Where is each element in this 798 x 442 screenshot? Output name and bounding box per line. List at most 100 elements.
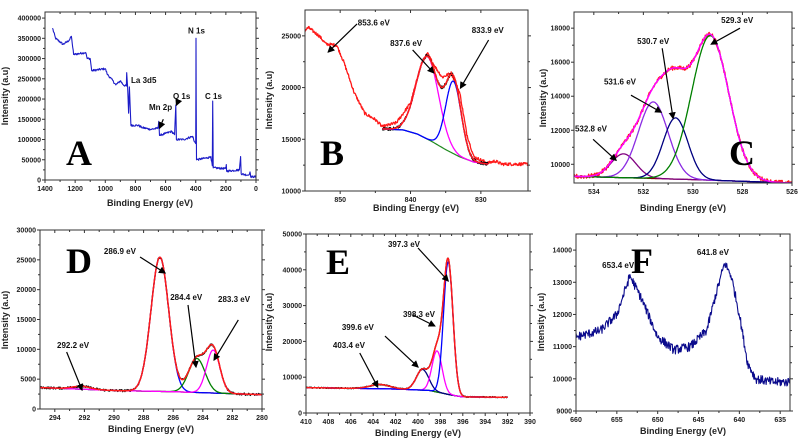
y-tick-label: 30000	[17, 228, 37, 235]
y-axis-label: Intensity (a.u)	[264, 293, 274, 352]
y-tick-label: 20000	[283, 339, 303, 346]
x-tick-label: 398	[435, 419, 447, 426]
x-tick-label: 850	[334, 197, 346, 204]
panel-E: 410 408 406 404 402 400 398 396 394 392 390 0 10000 2…	[264, 232, 536, 439]
peak-label: 284.4 eV	[170, 293, 203, 302]
y-tick-label: 11000	[553, 344, 572, 351]
peak-label: 530.7 eV	[637, 37, 670, 46]
x-tick-label: 1000	[97, 186, 113, 193]
x-tick-label: 292	[79, 415, 91, 422]
peak-label: Mn 2p	[149, 103, 172, 112]
data-series	[576, 262, 790, 387]
component-peak-529.3	[574, 34, 792, 183]
x-tick-label: 840	[405, 197, 417, 204]
annotation-arrow	[158, 119, 166, 130]
peak-label: 853.6 eV	[358, 19, 391, 28]
axis-ticks: 660 655 650 645 640 635 9000 10000 11000 12000 130…	[553, 234, 793, 424]
peak-label: 837.6 eV	[390, 39, 423, 48]
peak-label: 833.9 eV	[472, 26, 505, 35]
x-tick-label: 288	[138, 415, 150, 422]
y-tick-label: 25000	[282, 33, 302, 40]
panel-letter: C	[729, 133, 755, 173]
plot-area	[306, 257, 508, 399]
peak-label: 641.8 eV	[697, 248, 730, 257]
y-tick-label: 350000	[18, 36, 41, 43]
x-tick-label: 400	[412, 419, 424, 426]
envelope-fit	[574, 33, 792, 183]
y-axis-label: Intensity (a.u)	[538, 69, 548, 128]
y-tick-label: 10000	[553, 376, 573, 383]
plot-frame	[573, 11, 793, 184]
x-axis-label: Binding Energy (eV)	[640, 426, 726, 436]
y-tick-label: 18000	[551, 26, 571, 33]
y-tick-label: 0	[32, 407, 36, 414]
x-tick-label: 406	[345, 419, 357, 426]
annotation-arrow	[66, 351, 84, 392]
x-tick-label: 294	[49, 415, 61, 422]
x-tick-label: 530	[687, 189, 699, 196]
x-tick-label: 290	[108, 415, 120, 422]
peak-label: 531.6 eV	[604, 77, 637, 86]
x-tick-label: 1400	[37, 186, 53, 193]
x-tick-label: 402	[390, 419, 402, 426]
data-series	[51, 27, 256, 179]
y-tick-label: 20000	[282, 85, 302, 92]
annotation-arrow	[384, 335, 419, 368]
panel-C: 534 532 530 528 526 10000 12000 14000 16000 18000…	[538, 11, 798, 213]
component-peak-531.6	[574, 101, 792, 183]
axis-ticks: 1400 1200 1000 800 600 400 200 0 0 50000 100000 150…	[18, 12, 259, 193]
peak-label: 529.3 eV	[721, 16, 754, 25]
x-tick-label: 396	[457, 419, 469, 426]
x-tick-label: 410	[300, 419, 312, 426]
panel-A: 1400 1200 1000 800 600 400 200 0 0 50000 100000 150…	[0, 11, 259, 208]
x-tick-label: 640	[734, 417, 746, 424]
x-tick-label: 800	[130, 186, 142, 193]
component-peak-397.3	[306, 261, 508, 398]
panel-letter: A	[66, 133, 92, 173]
x-axis-label: Binding Energy (eV)	[375, 428, 461, 438]
x-tick-label: 282	[227, 415, 239, 422]
x-tick-label: 650	[652, 417, 664, 424]
envelope-fit	[306, 257, 508, 398]
axis-ticks: 534 532 530 528 526 10000 12000 14000 16000 18000	[551, 12, 798, 196]
plot-area	[576, 262, 790, 387]
x-axis-label: Binding Energy (eV)	[373, 203, 459, 213]
x-tick-label: 528	[737, 189, 749, 196]
y-tick-label: 20000	[17, 287, 37, 294]
y-axis-label: Intensity (a.u)	[264, 71, 274, 130]
panel-F: 660 655 650 645 640 635 9000 10000 11000 12000 130…	[536, 233, 793, 436]
axis-ticks: 410 408 406 404 402 400 398 396 394 392 390 0 10000 2…	[283, 232, 536, 427]
y-tick-label: 50000	[283, 232, 303, 239]
y-tick-label: 12000	[553, 312, 573, 319]
x-tick-label: 660	[570, 417, 582, 424]
x-tick-label: 404	[367, 419, 379, 426]
annotation-arrow	[175, 98, 183, 107]
peak-label: 397.3 eV	[388, 240, 421, 249]
y-tick-label: 14000	[553, 248, 573, 255]
annotation-arrow	[412, 314, 436, 327]
envelope-fit	[381, 55, 489, 165]
y-tick-label: 10000	[17, 347, 37, 354]
peak-label: 403.4 eV	[333, 341, 366, 350]
annotation-arrow	[710, 27, 741, 45]
y-tick-label: 0	[298, 411, 302, 418]
panel-letter: B	[320, 133, 344, 173]
x-tick-label: 394	[479, 419, 491, 426]
annotation-arrow	[630, 94, 663, 113]
x-tick-label: 286	[167, 415, 179, 422]
plot-area	[305, 25, 528, 167]
plot-frame	[304, 9, 529, 192]
x-tick-label: 532	[638, 189, 650, 196]
y-axis-label: Intensity (a.u)	[0, 67, 10, 126]
x-tick-label: 280	[256, 415, 268, 422]
y-tick-label: 0	[37, 178, 41, 185]
x-tick-label: 0	[254, 186, 258, 193]
axis-ticks: 294 292 290 288 286 284 282 280 0 5000 10000 15000 2…	[17, 228, 268, 423]
x-tick-label: 200	[220, 186, 232, 193]
y-axis-label: Intensity (a.u)	[0, 291, 10, 350]
peak-label: C 1s	[205, 92, 222, 101]
x-tick-label: 390	[524, 419, 536, 426]
data-series	[305, 25, 528, 167]
y-tick-label: 10000	[283, 375, 303, 382]
peak-label: 286.9 eV	[104, 247, 137, 256]
